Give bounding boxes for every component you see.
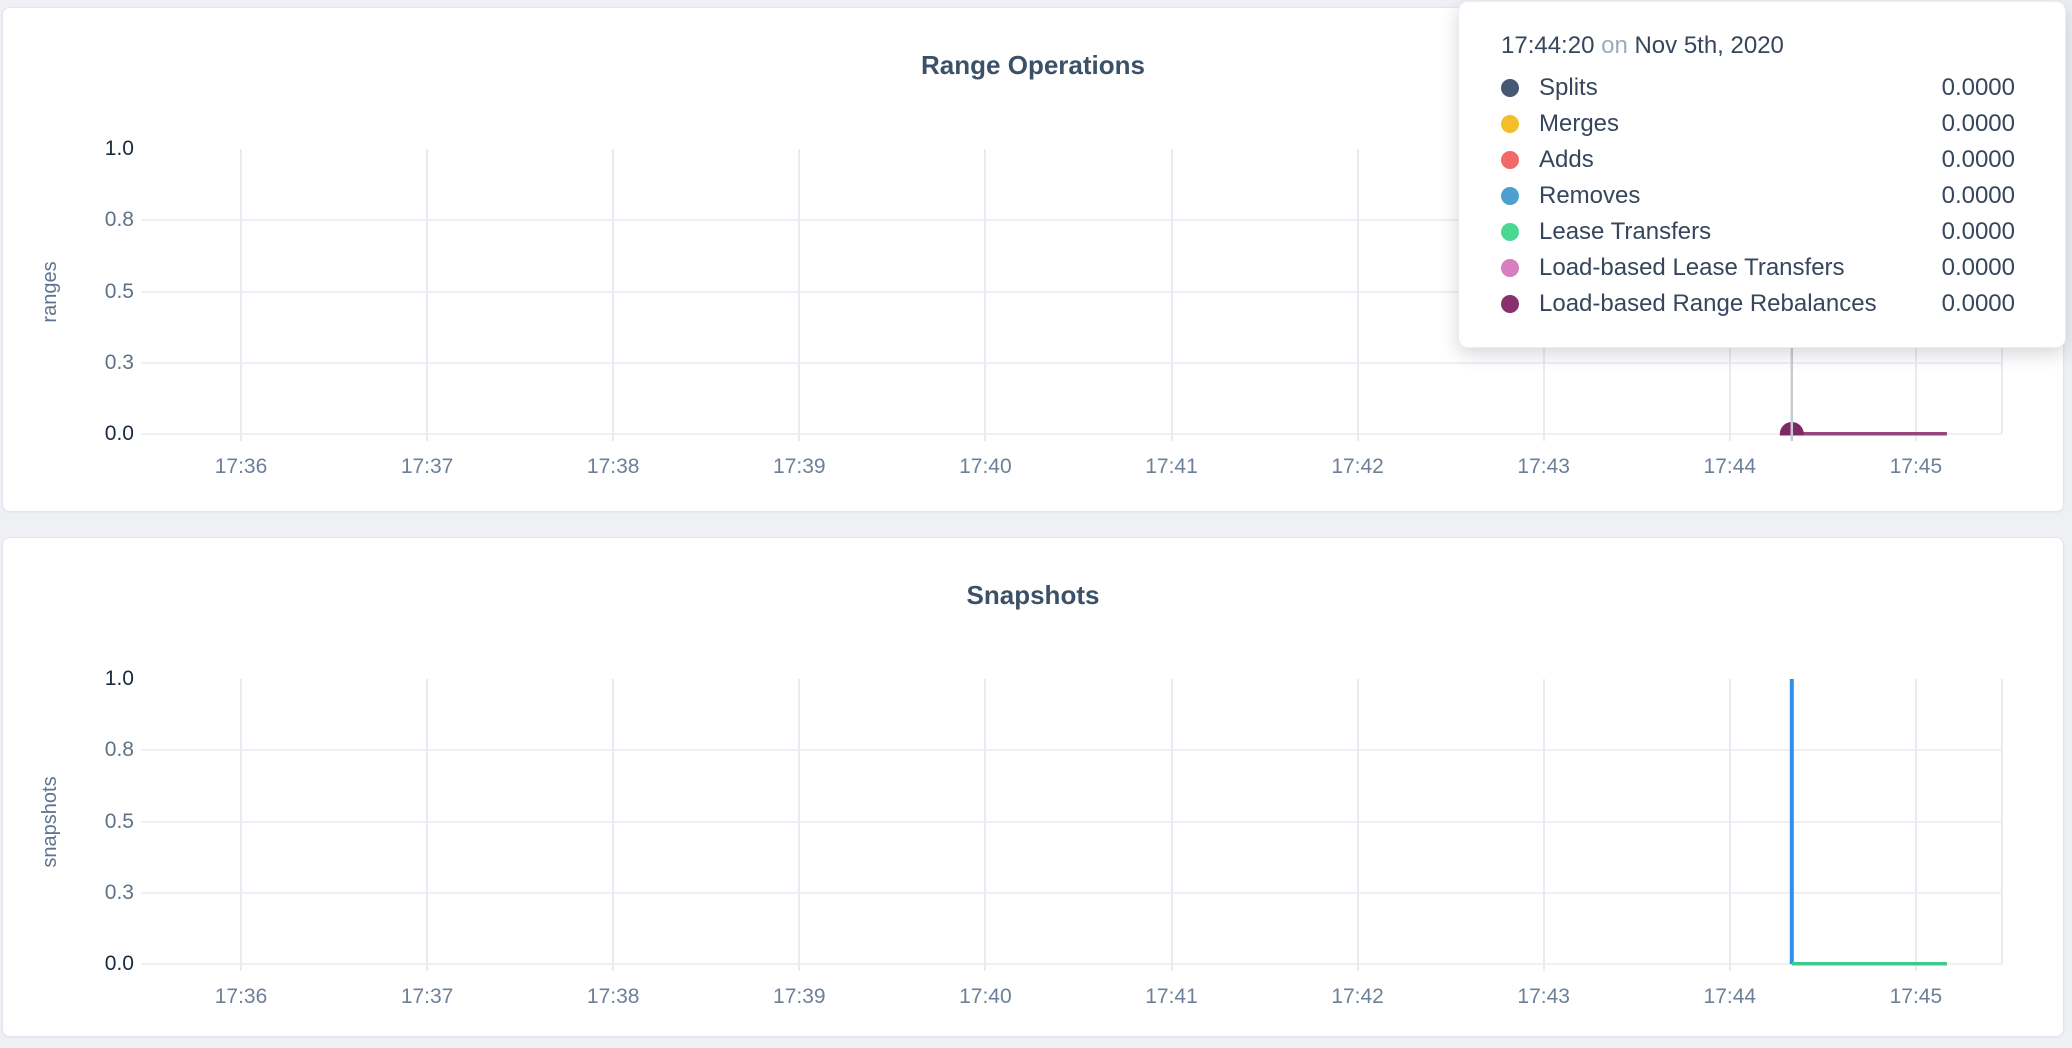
series-color-dot xyxy=(1501,151,1519,169)
series-value: 0.0000 xyxy=(1941,110,2015,137)
y-axis-tick-label: 1.0 xyxy=(104,667,134,690)
tooltip-series-row: Merges 0.0000 xyxy=(1501,106,2015,142)
grid-line-vertical xyxy=(612,679,615,971)
series-value: 0.0000 xyxy=(1941,146,2015,173)
grid-line-vertical xyxy=(984,679,987,971)
grid-line-vertical xyxy=(426,149,429,441)
y-axis-tick-label: 0.8 xyxy=(104,208,134,232)
grid-line-horizontal xyxy=(141,963,2002,965)
series-color-dot xyxy=(1501,223,1519,241)
grid-line-vertical xyxy=(798,679,801,971)
series-color-dot xyxy=(1501,115,1519,133)
series-color-dot xyxy=(1501,187,1519,205)
grid-line-vertical xyxy=(1356,679,1359,971)
grid-line-horizontal xyxy=(141,749,2002,752)
x-axis-tick-label: 17:41 xyxy=(1145,455,1198,478)
tooltip-series-row: Load-based Lease Transfers 0.0000 xyxy=(1501,250,2015,286)
series-label: Removes xyxy=(1539,182,1641,209)
tooltip-series-list: Splits 0.0000 Merges 0.0000 Adds 0.0000 Remove… xyxy=(1501,70,2015,322)
series-label: Lease Transfers xyxy=(1539,218,1712,245)
grid-line-vertical xyxy=(426,679,429,971)
grid-line-horizontal xyxy=(141,361,2002,364)
x-axis-tick-label: 17:42 xyxy=(1331,985,1384,1008)
tooltip-series-row: Removes 0.0000 xyxy=(1501,178,2015,214)
series-value: 0.0000 xyxy=(1941,254,2015,281)
chart-series-svg xyxy=(1789,679,1947,966)
x-axis-tick-label: 17:38 xyxy=(586,985,640,1008)
grid-line-vertical xyxy=(2001,679,2003,964)
y-axis-tick-label: 0.3 xyxy=(104,880,134,904)
x-axis-tick-label: 17:37 xyxy=(400,455,454,478)
x-axis-tick-label: 17:43 xyxy=(1517,455,1570,478)
series-color-dot xyxy=(1501,295,1519,313)
x-axis-tick-label: 17:44 xyxy=(1703,455,1757,478)
y-axis-tick-label: 1.0 xyxy=(104,137,134,160)
x-axis-tick-label: 17:40 xyxy=(959,985,1012,1008)
x-axis-tick-label: 17:39 xyxy=(773,455,826,478)
y-axis-tick-label: 0.3 xyxy=(104,350,134,374)
tooltip-series-row: Adds 0.0000 xyxy=(1501,142,2015,178)
tooltip-header: 17:44:20 on Nov 5th, 2020 xyxy=(1501,30,2015,62)
x-axis-tick-label: 17:36 xyxy=(214,985,268,1008)
grid-line-horizontal xyxy=(141,891,2002,894)
series-value: 0.0000 xyxy=(1941,218,2015,245)
grid-line-horizontal xyxy=(141,820,2002,823)
chart-title-snapshots: Snapshots xyxy=(966,580,1100,610)
chart-title-range-operations: Range Operations xyxy=(921,50,1145,80)
grid-line-horizontal xyxy=(141,290,2002,293)
series-label: Splits xyxy=(1539,74,1598,101)
tooltip-series-row: Lease Transfers 0.0000 xyxy=(1501,214,2015,250)
x-axis-tick-label: 17:40 xyxy=(959,455,1012,478)
grid-line-vertical xyxy=(798,149,801,441)
grid-line-vertical xyxy=(1914,679,1917,971)
x-axis-tick-label: 17:36 xyxy=(214,455,268,478)
series-label: Load-based Lease Transfers xyxy=(1539,254,1845,281)
y-axis-tick-label: 0.5 xyxy=(104,809,134,833)
x-axis-tick-label: 17:44 xyxy=(1703,985,1757,1008)
grid-line-vertical xyxy=(240,149,242,441)
range-operations-plot-area[interactable]: 1.0 0.8 0.5 0.3 0.0 17:36 17:37 17:38 17:39 17:40… xyxy=(3,8,2063,511)
series-value: 0.0000 xyxy=(1941,74,2015,101)
x-axis-tick-label: 17:38 xyxy=(586,455,640,478)
tooltip-on-word: on xyxy=(1601,32,1628,59)
grid-line-horizontal xyxy=(141,433,2002,435)
grid-line-vertical xyxy=(1170,149,1173,441)
x-axis-tick-label: 17:45 xyxy=(1889,985,1943,1008)
series-label: Adds xyxy=(1539,146,1594,173)
x-axis-tick-label: 17:37 xyxy=(400,985,454,1008)
snapshots-plot-area[interactable]: 1.0 0.8 0.5 0.3 0.0 17:36 17:37 17:38 17:39 17:40… xyxy=(3,538,2063,1036)
series-color-dot xyxy=(1501,259,1519,277)
grid-line-vertical xyxy=(612,149,615,441)
hover-tooltip: 17:44:20 on Nov 5th, 2020 Splits 0.0000 Me… xyxy=(1458,1,2066,348)
grid-line-vertical xyxy=(1170,679,1173,971)
x-axis-tick-label: 17:42 xyxy=(1331,455,1384,478)
y-axis-tick-label: 0.8 xyxy=(104,738,134,762)
y-axis-tick-label: 0.0 xyxy=(104,422,134,445)
tooltip-series-row: Splits 0.0000 xyxy=(1501,70,2015,106)
tooltip-date: Nov 5th, 2020 xyxy=(1634,32,1784,59)
y-axis-tick-label: 0.0 xyxy=(104,952,134,975)
tooltip-time: 17:44:20 xyxy=(1501,32,1595,59)
series-color-dot xyxy=(1501,79,1519,97)
x-axis-tick-label: 17:45 xyxy=(1889,455,1943,478)
grid-line-vertical xyxy=(1356,149,1359,441)
grid-line-vertical xyxy=(1542,679,1545,971)
y-axis-tick-label: 0.5 xyxy=(104,279,134,303)
chart-card-snapshots: Snapshots snapshots 1.0 0.8 0.5 0.3 0.0 17:36… xyxy=(2,537,2064,1037)
x-axis-tick-label: 17:41 xyxy=(1145,985,1198,1008)
x-axis-tick-label: 17:39 xyxy=(773,985,826,1008)
grid-line-vertical xyxy=(984,149,987,441)
tooltip-series-row: Load-based Range Rebalances 0.0000 xyxy=(1501,286,2015,322)
series-label: Merges xyxy=(1539,110,1620,137)
series-value: 0.0000 xyxy=(1941,182,2015,209)
grid-line-vertical xyxy=(1728,679,1731,971)
grid-line-horizontal xyxy=(141,219,2002,222)
grid-line-vertical xyxy=(240,679,242,971)
series-value: 0.0000 xyxy=(1941,290,2015,317)
series-label: Load-based Range Rebalances xyxy=(1539,290,1877,317)
x-axis-tick-label: 17:43 xyxy=(1517,985,1570,1008)
